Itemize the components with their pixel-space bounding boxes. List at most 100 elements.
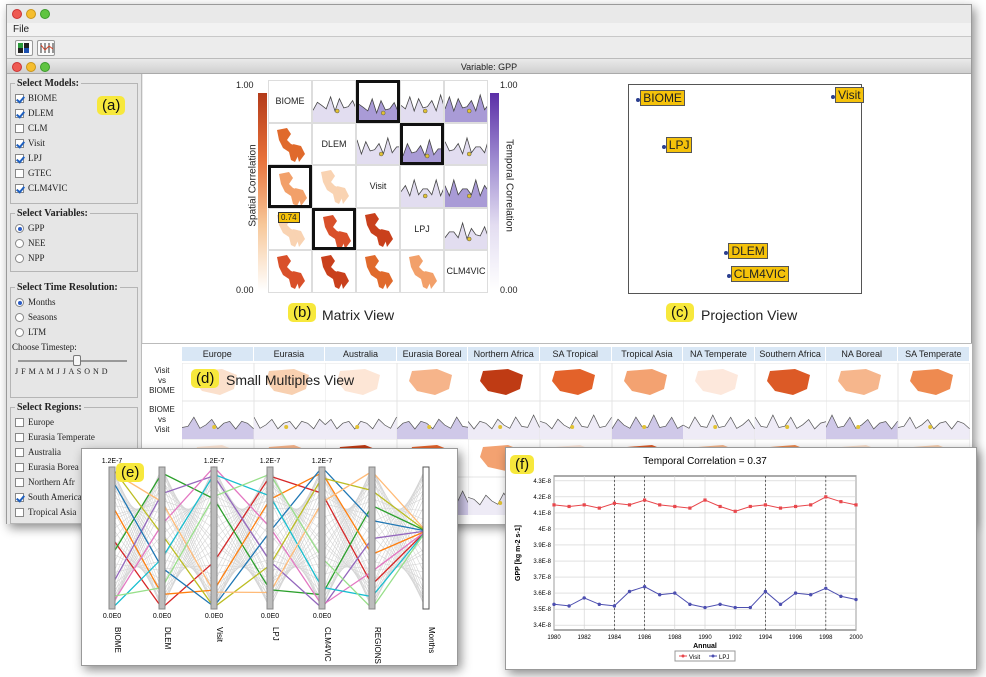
region-northern-afr[interactable]: Northern Afr xyxy=(15,475,133,490)
matrix-cell[interactable] xyxy=(312,165,356,208)
radio-button[interactable] xyxy=(15,254,24,263)
data-point[interactable] xyxy=(733,509,737,513)
data-point[interactable] xyxy=(643,498,647,502)
checkbox[interactable] xyxy=(15,154,24,163)
region-column-header[interactable]: Eurasia Boreal xyxy=(396,347,469,361)
region-sparkline[interactable] xyxy=(396,401,469,439)
data-point[interactable] xyxy=(703,498,707,502)
region-column-header[interactable]: Northern Africa xyxy=(468,347,540,361)
inner-minimize-icon[interactable] xyxy=(26,62,36,72)
region-column-header[interactable]: SA Tropical xyxy=(540,347,612,361)
region-map-thumbnail[interactable] xyxy=(253,363,326,401)
matrix-cell[interactable]: BIOME xyxy=(268,80,312,123)
region-sparkline[interactable] xyxy=(468,401,541,439)
data-point[interactable] xyxy=(673,591,677,595)
data-point[interactable] xyxy=(778,506,783,510)
axis-bar[interactable] xyxy=(422,466,430,610)
time-resolution-seasons[interactable]: Seasons xyxy=(15,310,133,325)
data-point[interactable] xyxy=(688,506,692,510)
data-point[interactable] xyxy=(809,593,813,597)
matrix-cell[interactable] xyxy=(268,122,312,165)
projection-label[interactable]: DLEM xyxy=(728,243,768,260)
region-column-header[interactable]: NA Temperate xyxy=(683,347,755,361)
matrix-cell[interactable] xyxy=(312,207,356,250)
projection-view[interactable]: BIOME Visit LPJ DLEM CLM4VIC xyxy=(628,84,864,294)
data-point[interactable] xyxy=(658,593,662,597)
variable-npp[interactable]: NPP xyxy=(15,251,133,266)
axis-bar[interactable] xyxy=(210,466,218,610)
matrix-cell[interactable] xyxy=(356,80,400,123)
matrix-cell[interactable] xyxy=(268,165,312,208)
region-sparkline[interactable] xyxy=(683,401,756,439)
radio-button[interactable] xyxy=(15,328,24,337)
radio-button[interactable] xyxy=(15,298,24,307)
data-point[interactable] xyxy=(748,605,752,610)
data-point[interactable] xyxy=(642,584,647,589)
matrix-cell[interactable] xyxy=(444,122,488,165)
axis-bar[interactable] xyxy=(368,466,376,610)
matrix-cell[interactable] xyxy=(400,250,444,293)
data-point[interactable] xyxy=(839,500,843,504)
radio-button[interactable] xyxy=(15,313,24,322)
projection-point[interactable] xyxy=(661,145,666,150)
data-point[interactable] xyxy=(627,589,632,594)
region-map-thumbnail[interactable] xyxy=(826,363,899,401)
checkbox[interactable] xyxy=(15,493,24,502)
minimize-icon[interactable] xyxy=(26,9,36,19)
data-point[interactable] xyxy=(582,596,586,600)
matrix-cell[interactable] xyxy=(268,250,312,293)
time-resolution-ltm[interactable]: LTM xyxy=(15,325,133,340)
data-point[interactable] xyxy=(673,504,677,509)
matrix-cell[interactable] xyxy=(444,207,488,250)
region-sparkline[interactable] xyxy=(754,401,827,439)
data-point[interactable] xyxy=(854,597,858,602)
region-column-header[interactable]: SA Temperate xyxy=(898,347,970,361)
matrix-cell[interactable] xyxy=(400,122,444,165)
checkbox[interactable] xyxy=(15,109,24,118)
model-dlem[interactable]: DLEM xyxy=(15,106,133,121)
checkbox[interactable] xyxy=(15,433,24,442)
matrix-cell[interactable] xyxy=(400,80,444,123)
data-point[interactable] xyxy=(567,504,571,509)
region-south-america[interactable]: South America xyxy=(15,490,133,505)
data-point[interactable] xyxy=(688,602,692,607)
projection-point[interactable] xyxy=(726,274,731,279)
close-icon[interactable] xyxy=(12,9,22,19)
data-point[interactable] xyxy=(612,501,616,505)
region-sparkline[interactable] xyxy=(253,401,326,439)
region-tropical-asia[interactable]: Tropical Asia xyxy=(15,505,133,520)
checkbox[interactable] xyxy=(15,184,24,193)
region-column-header[interactable]: NA Boreal xyxy=(826,347,898,361)
parallel-tool-button[interactable] xyxy=(37,40,55,56)
data-point[interactable] xyxy=(763,503,767,507)
region-sparkline[interactable] xyxy=(325,401,398,439)
data-point[interactable] xyxy=(854,503,858,507)
region-eurasia-temperate[interactable]: Eurasia Temperate xyxy=(15,430,133,445)
checkbox[interactable] xyxy=(15,94,24,103)
region-column-header[interactable]: Southern Africa xyxy=(754,347,827,361)
time-resolution-months[interactable]: Months xyxy=(15,295,133,310)
data-point[interactable] xyxy=(552,602,556,607)
region-map-thumbnail[interactable] xyxy=(468,363,541,401)
projection-label[interactable]: LPJ xyxy=(665,137,693,154)
model-biome[interactable]: BIOME xyxy=(15,91,133,106)
data-point[interactable] xyxy=(718,602,722,607)
model-lpj[interactable]: LPJ xyxy=(15,151,133,166)
matrix-cell[interactable] xyxy=(312,250,356,293)
checkbox[interactable] xyxy=(15,418,24,427)
model-visit[interactable]: Visit xyxy=(15,136,133,151)
data-point[interactable] xyxy=(794,504,798,509)
slider-thumb[interactable] xyxy=(72,355,81,366)
data-point[interactable] xyxy=(839,594,843,599)
matrix-cell[interactable] xyxy=(356,122,400,165)
model-clm4vic[interactable]: CLM4VIC xyxy=(15,181,133,196)
menu-file[interactable]: File xyxy=(13,24,30,35)
radio-button[interactable] xyxy=(15,239,24,248)
checkbox[interactable] xyxy=(15,448,24,457)
projection-label[interactable]: Visit xyxy=(835,87,864,104)
matrix-cell[interactable]: DLEM xyxy=(312,122,356,165)
data-point[interactable] xyxy=(597,602,601,607)
region-sparkline[interactable] xyxy=(826,401,899,439)
region-map-thumbnail[interactable] xyxy=(325,363,398,401)
checkbox[interactable] xyxy=(15,139,24,148)
